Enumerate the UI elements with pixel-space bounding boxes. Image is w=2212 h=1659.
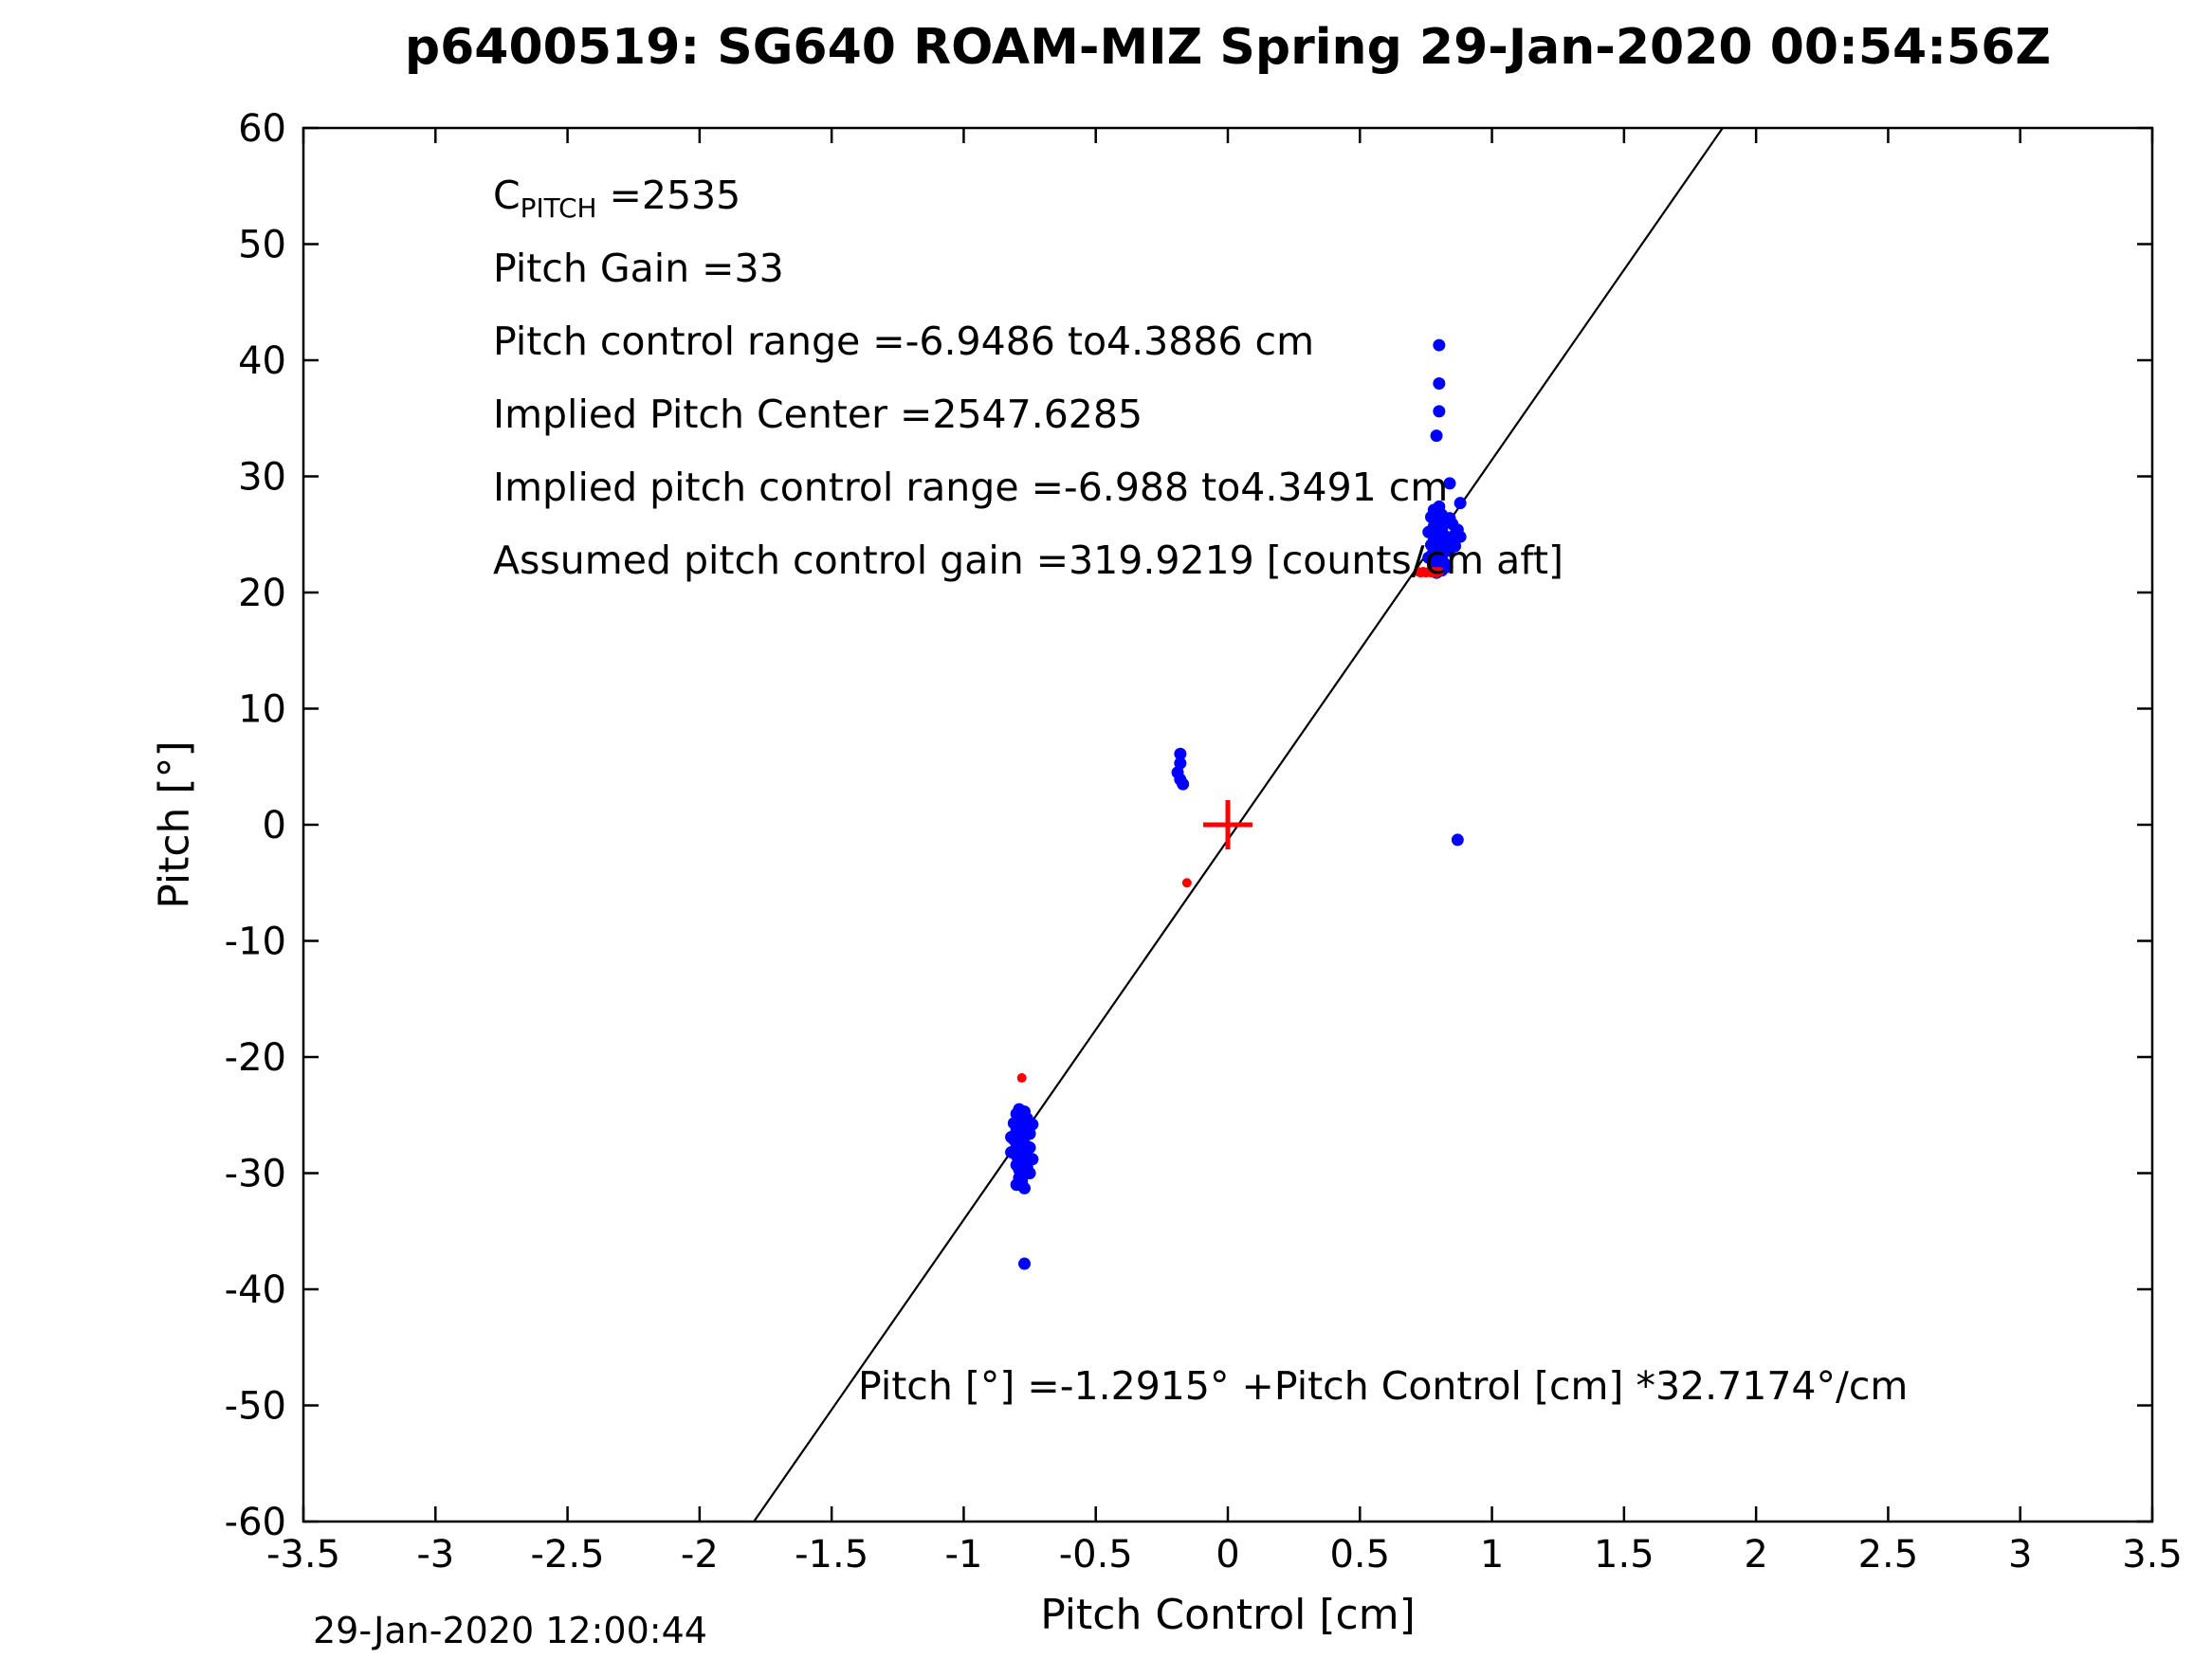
x-tick-label: -3.5 — [266, 1533, 340, 1577]
y-tick-label: 30 — [238, 456, 286, 500]
pitch-samples-red — [1016, 566, 1444, 1084]
x-tick-label: -1 — [944, 1533, 982, 1577]
x-tick-label: 3 — [2008, 1533, 2032, 1577]
y-tick-label: 10 — [238, 688, 286, 732]
y-tick-label: 50 — [238, 224, 286, 267]
annotation-assumed-gain: Assumed pitch control gain =319.9219 [co… — [493, 538, 1564, 583]
x-tick-label: -3 — [416, 1533, 454, 1577]
pitch-samples-blue — [1005, 338, 1467, 1270]
y-tick-label: -50 — [225, 1385, 286, 1429]
y-tick-label: 20 — [238, 572, 286, 615]
cpitch-subscript: PITCH — [520, 191, 597, 224]
x-tick-label: -2.5 — [531, 1533, 605, 1577]
y-tick-label: 40 — [238, 339, 286, 383]
plot-box — [302, 126, 2154, 1523]
x-axis-ticks: -3.5 -3 -2.5 -2 -1.5 -1 -0.5 0 0.5 1 1.5 2 2.5 3 3.5 — [266, 128, 2183, 1577]
x-tick-label: 1 — [1480, 1533, 1504, 1577]
y-tick-label: -10 — [225, 921, 286, 964]
y-tick-label: -20 — [225, 1036, 286, 1080]
x-tick-label: 1.5 — [1594, 1533, 1654, 1577]
annotation-pitch-control-range: Pitch control range =-6.9486 to4.3886 cm — [493, 319, 1315, 364]
y-tick-label: -30 — [225, 1153, 286, 1196]
annotation-block: CPITCH =2535 Pitch Gain =33 Pitch contro… — [493, 159, 1563, 597]
x-axis-label: Pitch Control [cm] — [1040, 1591, 1416, 1639]
y-tick-label: -60 — [225, 1501, 286, 1544]
y-tick-label: 0 — [263, 804, 286, 848]
cpitch-symbol: C — [493, 173, 521, 218]
annotation-implied-control-range: Implied pitch control range =-6.988 to4.… — [493, 465, 1449, 510]
annotation-implied-pitch-center: Implied Pitch Center =2547.6285 — [493, 392, 1143, 437]
fit-equation-label: Pitch [°] =-1.2915° +Pitch Control [cm] … — [858, 1363, 1909, 1409]
timestamp-label: 29-Jan-2020 12:00:44 — [313, 1610, 707, 1651]
x-tick-label: 2 — [1744, 1533, 1767, 1577]
cpitch-value: =2535 — [596, 173, 741, 218]
annotation-pitch-gain: Pitch Gain =33 — [493, 246, 784, 291]
origin-plus-marker — [1203, 800, 1252, 849]
y-tick-label: 60 — [238, 107, 286, 151]
y-axis-label: Pitch [°] — [150, 740, 199, 909]
y-tick-label: -40 — [225, 1268, 286, 1312]
x-tick-label: -2 — [681, 1533, 719, 1577]
x-tick-label: 0.5 — [1329, 1533, 1390, 1577]
x-tick-label: 2.5 — [1858, 1533, 1919, 1577]
x-tick-label: 0 — [1216, 1533, 1239, 1577]
x-tick-label: -1.5 — [795, 1533, 868, 1577]
annotation-cpitch: CPITCH =2535 — [493, 159, 1563, 232]
x-tick-label: 3.5 — [2122, 1533, 2183, 1577]
x-tick-label: -0.5 — [1059, 1533, 1133, 1577]
chart-title: p6400519: SG640 ROAM-MIZ Spring 29-Jan-2… — [404, 19, 2052, 76]
